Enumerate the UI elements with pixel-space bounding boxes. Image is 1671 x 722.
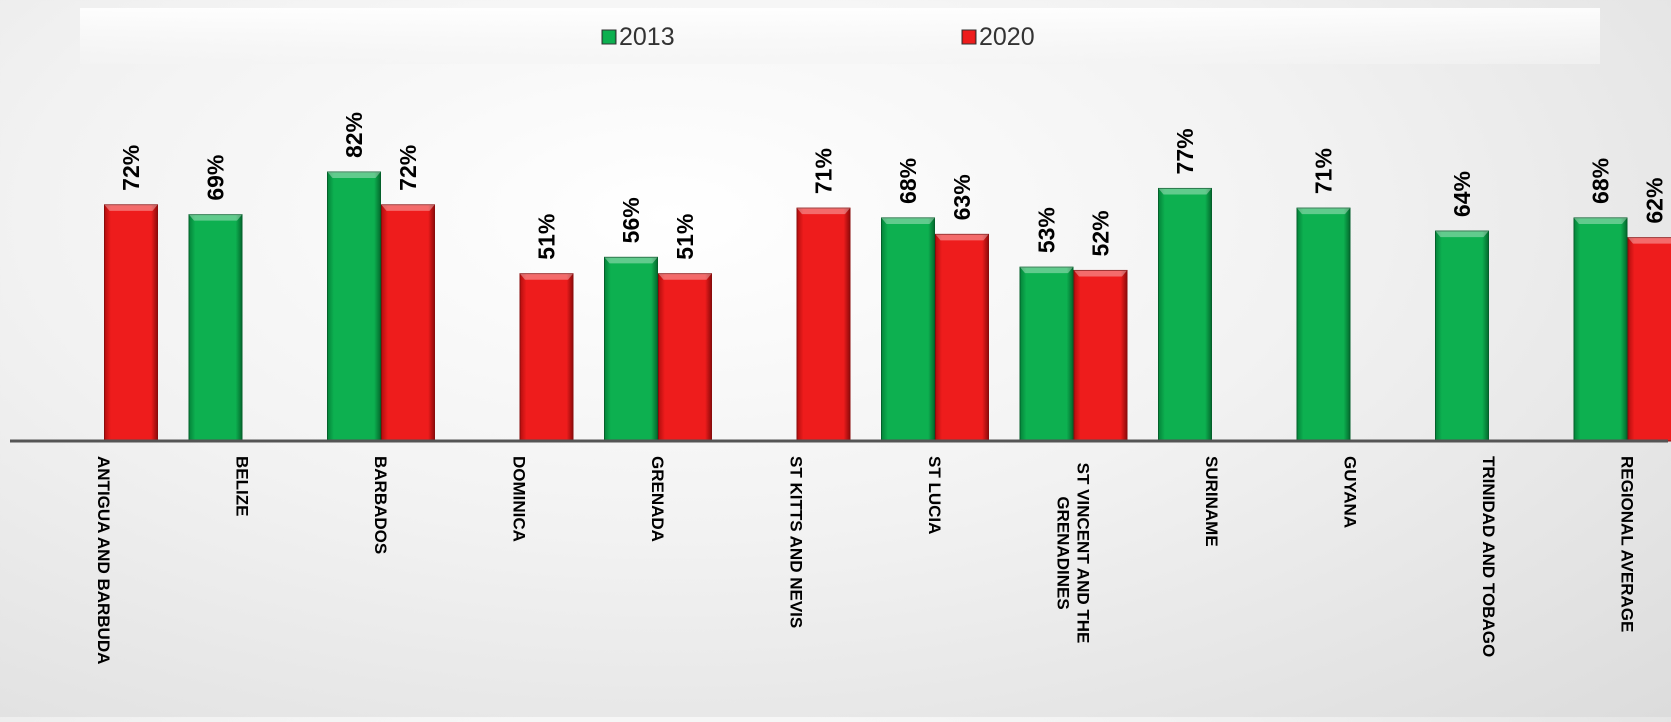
- bar-cap-2020-11: [1628, 238, 1671, 244]
- bar-2013-10: [1436, 231, 1489, 441]
- category-labels: ANTIGUA AND BARBUDA BELIZE BARBADOS DOMINIC…: [94, 456, 1637, 664]
- value-label-2020-7: 52%: [1088, 210, 1114, 256]
- bar-2013-1: [189, 215, 242, 441]
- bar-cap-2020-6: [936, 234, 989, 240]
- bars: [105, 172, 1671, 441]
- bar-cap-2013-8: [1159, 188, 1212, 194]
- bar-2013-6: [882, 218, 935, 441]
- bar-cap-2013-1: [189, 215, 242, 221]
- category-label-8: SURINAME: [1202, 456, 1221, 547]
- bar-2020-11: [1628, 238, 1671, 441]
- value-label-2013-8: 77%: [1172, 128, 1198, 174]
- bar-cap-2020-2: [382, 205, 435, 211]
- legend-label-2020: 2020: [979, 23, 1035, 51]
- bar-2013-11: [1574, 218, 1627, 441]
- bar-cap-2020-0: [105, 205, 158, 211]
- category-label-10: TRINIDAD AND TOBAGO: [1479, 456, 1498, 657]
- legend-swatch-2020: [962, 30, 976, 44]
- value-label-2020-5: 71%: [811, 148, 837, 194]
- category-label-7-line-1: GRENADINES: [1054, 496, 1073, 609]
- value-label-2013-9: 71%: [1311, 148, 1337, 194]
- value-label-2013-1: 69%: [203, 155, 229, 201]
- bar-2020-4: [659, 274, 712, 441]
- bar-2020-2: [382, 205, 435, 441]
- value-label-2020-3: 51%: [534, 214, 560, 260]
- value-label-2013-2: 82%: [341, 112, 367, 158]
- bar-cap-2020-4: [659, 274, 712, 280]
- category-label-4: GRENADA: [648, 456, 667, 542]
- bar-2013-8: [1159, 188, 1212, 441]
- category-label-3: DOMINICA: [510, 456, 529, 542]
- value-label-2020-2: 72%: [395, 145, 421, 191]
- category-label-0: ANTIGUA AND BARBUDA: [94, 456, 113, 664]
- bar-2020-6: [936, 234, 989, 441]
- value-label-2013-4: 56%: [618, 197, 644, 243]
- bar-cap-2013-11: [1574, 218, 1627, 224]
- bar-cap-2013-6: [882, 218, 935, 224]
- bar-2013-4: [605, 257, 658, 441]
- bar-cap-2013-4: [605, 257, 658, 263]
- value-label-2020-4: 51%: [672, 214, 698, 260]
- bar-cap-2020-5: [797, 208, 850, 214]
- bar-cap-2020-7: [1074, 270, 1127, 276]
- value-label-2013-11: 68%: [1588, 158, 1614, 204]
- value-label-2013-7: 53%: [1034, 207, 1060, 253]
- bar-cap-2013-10: [1436, 231, 1489, 237]
- bar-cap-2020-3: [520, 274, 573, 280]
- value-label-2020-6: 63%: [949, 174, 975, 220]
- legend-band: [80, 8, 1600, 64]
- bar-2020-5: [797, 208, 850, 441]
- category-label-6: ST LUCIA: [925, 456, 944, 534]
- value-label-2013-6: 68%: [895, 158, 921, 204]
- bar-2013-2: [328, 172, 381, 441]
- bar-2020-7: [1074, 270, 1127, 441]
- bar-cap-2013-9: [1297, 208, 1350, 214]
- bar-2020-0: [105, 205, 158, 441]
- bar-2020-3: [520, 274, 573, 441]
- category-label-7-line-0: ST VINCENT AND THE: [1074, 463, 1093, 644]
- bar-cap-2013-2: [328, 172, 381, 178]
- bar-cap-2013-7: [1020, 267, 1073, 273]
- value-label-2020-0: 72%: [118, 145, 144, 191]
- legend-swatch-2013: [602, 30, 616, 44]
- bar-2013-7: [1020, 267, 1073, 441]
- value-label-2020-11: 62%: [1642, 178, 1668, 224]
- category-label-9: GUYANA: [1341, 456, 1360, 528]
- legend-label-2013: 2013: [619, 23, 675, 51]
- category-label-11: REGIONAL AVERAGE: [1618, 456, 1637, 632]
- value-label-2013-10: 64%: [1449, 171, 1475, 217]
- category-label-5: ST KITTS AND NEVIS: [787, 456, 806, 628]
- category-label-1: BELIZE: [233, 456, 252, 516]
- category-label-2: BARBADOS: [371, 456, 390, 554]
- bar-2013-9: [1297, 208, 1350, 441]
